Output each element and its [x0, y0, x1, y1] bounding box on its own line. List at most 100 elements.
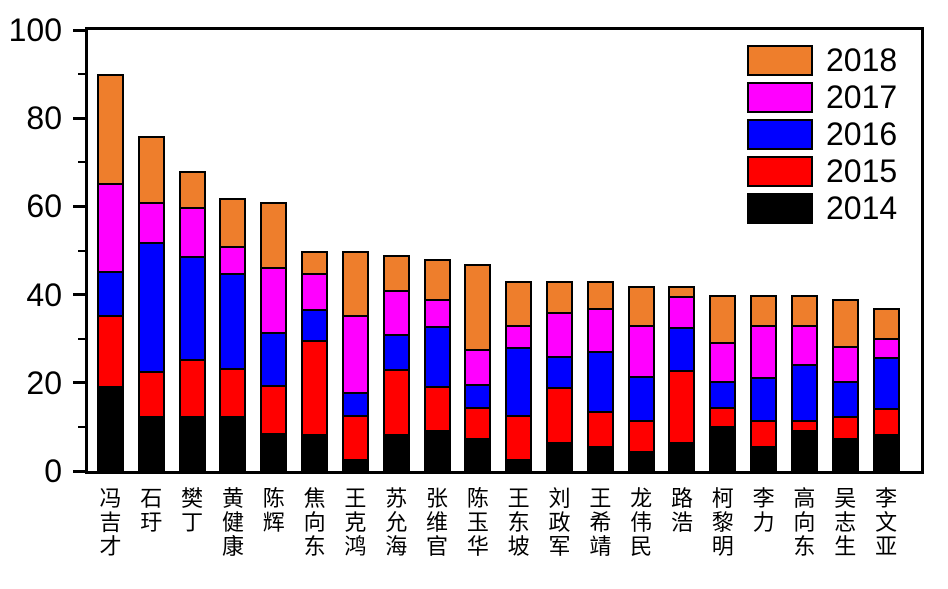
- bar-segment-2018: [425, 261, 449, 301]
- x-category-char: 维: [426, 510, 449, 535]
- bar-segment-2015: [139, 373, 163, 418]
- legend-swatch-2015: [747, 156, 813, 187]
- legend-entry: 2015: [747, 153, 898, 189]
- x-category-label: 柯黎明: [711, 487, 735, 559]
- legend-swatch-2017: [747, 82, 813, 113]
- bar-segment-2016: [466, 386, 490, 409]
- x-category-char: 冯: [99, 486, 122, 511]
- x-category-char: 生: [834, 534, 857, 559]
- x-category-label: 李力: [752, 487, 776, 535]
- bar-segment-2018: [507, 283, 531, 327]
- stacked-bar: [137, 135, 165, 471]
- bar-segment-2018: [99, 76, 122, 186]
- bar-segment-2015: [221, 370, 245, 419]
- x-category-char: 黎: [711, 510, 734, 535]
- stacked-bar: [341, 250, 369, 471]
- bar-segment-2015: [180, 361, 204, 419]
- bar-segment-2014: [343, 460, 367, 469]
- bar-segment-2017: [466, 350, 490, 387]
- bar-segment-2016: [425, 327, 449, 388]
- bar-segment-2014: [548, 444, 572, 470]
- bar-segment-2018: [752, 296, 776, 328]
- stacked-bar: [831, 299, 859, 471]
- x-category-label: 王克鸿: [343, 487, 367, 559]
- x-category-label: 焦向东: [303, 487, 327, 559]
- bar-segment-2016: [221, 275, 245, 371]
- x-category-char: 柯: [711, 486, 734, 511]
- bar-segment-2016: [792, 366, 816, 422]
- bar-segment-2015: [711, 409, 735, 428]
- bar-segment-2015: [507, 417, 531, 461]
- bar-segment-2014: [262, 435, 286, 470]
- y-minor-tick: [78, 161, 85, 164]
- x-category-char: 康: [221, 534, 244, 559]
- x-category-char: 华: [466, 534, 489, 559]
- x-category-char: 靖: [589, 534, 612, 559]
- y-minor-tick: [78, 337, 85, 340]
- bar-segment-2016: [343, 394, 367, 417]
- bar-segment-2014: [425, 431, 449, 469]
- x-category-label: 龙伟民: [629, 487, 653, 559]
- bar-segment-2015: [833, 417, 857, 441]
- bar-segment-2014: [139, 417, 163, 469]
- x-category-label: 张维官: [425, 487, 449, 559]
- bar-segment-2016: [384, 335, 408, 372]
- x-category-char: 玗: [140, 510, 163, 535]
- stacked-bar: [97, 74, 124, 471]
- bar-segment-2018: [833, 301, 857, 349]
- y-major-tick: [73, 116, 85, 120]
- x-category-char: 才: [99, 534, 122, 559]
- bar-segment-2017: [139, 203, 163, 244]
- x-category-char: 向: [793, 510, 816, 535]
- x-category-char: 健: [221, 510, 244, 535]
- legend: 2018 2017 2016 2015 2014: [747, 44, 898, 224]
- x-category-char: 东: [507, 510, 530, 535]
- bar-segment-2014: [221, 418, 245, 469]
- x-category-char: 王: [589, 486, 612, 511]
- x-category-char: 吴: [834, 486, 857, 511]
- stacked-bar: [872, 307, 900, 471]
- y-tick-label: 40: [26, 276, 62, 313]
- x-category-label: 李文亚: [874, 487, 898, 559]
- bar-segment-2018: [221, 199, 245, 248]
- x-category-char: 张: [426, 486, 449, 511]
- x-category-char: 明: [711, 534, 734, 559]
- stacked-bar: [464, 263, 492, 471]
- x-category-char: 陈: [466, 486, 489, 511]
- x-category-label: 陈辉: [262, 487, 286, 535]
- bar-segment-2018: [139, 137, 163, 204]
- x-category-char: 文: [875, 510, 898, 535]
- bar-segment-2018: [384, 256, 408, 293]
- x-category-char: 焦: [303, 486, 326, 511]
- stacked-bar: [178, 171, 206, 471]
- bar-segment-2016: [139, 243, 163, 374]
- bar-segment-2014: [752, 448, 776, 469]
- x-category-char: 鸿: [344, 534, 367, 559]
- bar-segment-2016: [262, 334, 286, 387]
- x-category-label: 石玗: [139, 487, 163, 535]
- bar-segment-2017: [425, 300, 449, 328]
- bar-segment-2015: [303, 341, 327, 436]
- x-category-label: 冯吉才: [99, 487, 123, 559]
- bar-segment-2015: [629, 421, 653, 453]
- bar-segment-2018: [466, 265, 490, 351]
- bar-segment-2017: [221, 247, 245, 276]
- x-category-char: 黄: [221, 486, 244, 511]
- legend-label: 2015: [826, 153, 898, 189]
- bar-segment-2016: [507, 349, 531, 418]
- x-category-char: 路: [670, 486, 693, 511]
- bar-segment-2014: [792, 432, 816, 469]
- bar-segment-2014: [303, 435, 327, 469]
- bar-segment-2015: [466, 408, 490, 440]
- x-category-label: 陈玉华: [466, 487, 490, 559]
- bar-segment-2017: [180, 209, 204, 258]
- bar-segment-2015: [99, 317, 122, 388]
- stacked-bar: [505, 281, 533, 471]
- x-category-char: 辉: [262, 510, 285, 535]
- x-category-char: 官: [426, 534, 449, 559]
- x-category-char: 东: [303, 534, 326, 559]
- legend-swatch-2018: [747, 45, 813, 76]
- bar-segment-2014: [629, 452, 653, 470]
- x-category-label: 王希靖: [588, 487, 612, 559]
- x-category-label: 刘政军: [548, 487, 572, 559]
